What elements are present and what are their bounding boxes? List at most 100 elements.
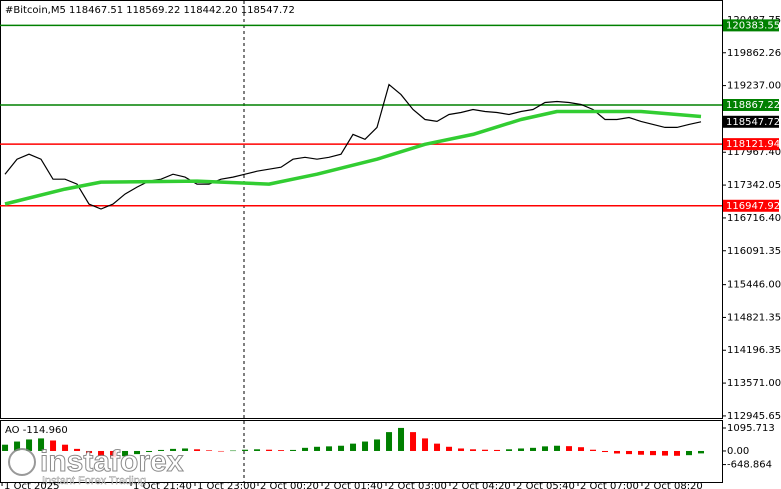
y-tick-label: 115446.00 [727, 280, 781, 291]
y-tick-label: 117967.40 [727, 147, 781, 158]
ao-bar [134, 450, 141, 455]
ao-bar [626, 450, 633, 455]
ao-bar [422, 438, 429, 451]
y-tick-label: 112945.65 [727, 411, 781, 422]
ao-bar [122, 450, 129, 457]
ao-bar [374, 439, 381, 451]
ao-bar [530, 447, 537, 451]
x-tick-label: 2 Oct 00:20 [260, 481, 319, 489]
ao-bar [398, 427, 405, 451]
ao-bar [578, 447, 585, 451]
ao-frame [0, 420, 723, 483]
ao-bar [542, 446, 549, 451]
ao-bar [602, 450, 609, 453]
ao-bar [146, 450, 153, 453]
ao-bar [506, 449, 513, 451]
ao-bar [278, 450, 285, 451]
ao-bar [446, 446, 453, 451]
ao-bar [410, 432, 417, 451]
ao-bar [650, 450, 657, 456]
ao-bar [182, 448, 189, 451]
ao-tick-label: -648.864 [727, 460, 772, 471]
ao-bar [266, 449, 273, 451]
x-tick-label: 1 Oct 21:40 [133, 481, 192, 489]
ao-bar [338, 445, 345, 451]
main-frame [0, 0, 723, 419]
y-tick-label: 116716.40 [727, 213, 781, 224]
ao-bar [326, 446, 333, 451]
ao-bar [386, 432, 393, 451]
ao-bar [218, 450, 225, 452]
ao-bar [2, 444, 9, 451]
y-tick-label: 114821.35 [727, 312, 781, 323]
ao-tick-label: 1095.713 [727, 423, 775, 434]
ao-bar [614, 450, 621, 454]
x-tick-label: 2 Oct 08:20 [644, 481, 703, 489]
current-price-box [723, 115, 779, 128]
y-tick-label: 119862.26 [727, 48, 781, 59]
ao-bar [458, 448, 465, 451]
ao-bar [170, 448, 177, 451]
moving-average [4, 109, 702, 206]
ao-bar [554, 445, 561, 451]
x-tick-label: 2 Oct 04:20 [452, 481, 511, 489]
ao-bar [434, 443, 441, 451]
x-tick-label: 2 Oct 07:00 [580, 481, 639, 489]
ao-bar [26, 439, 33, 451]
ao-bar [62, 444, 69, 451]
ao-bar [302, 447, 309, 451]
ao-bar [566, 446, 573, 451]
ao-bar [14, 441, 21, 451]
level-label-box [723, 99, 779, 112]
ao-bar [50, 440, 57, 451]
ao-bar [206, 450, 213, 451]
chart-header: #Bitcoin,M5 118467.51 118569.22 118442.2… [5, 5, 295, 16]
current-price-label: 118547.72 [726, 117, 780, 128]
ao-bar [470, 449, 477, 451]
ao-bar [662, 450, 669, 456]
ao-bar [686, 450, 693, 456]
ao-bar [482, 449, 489, 451]
ao-bar [74, 448, 81, 451]
ao-tick-label: 0.00 [727, 446, 749, 457]
y-tick-label: 117342.05 [727, 180, 781, 191]
price-line [4, 83, 702, 210]
level-label: 116947.92 [726, 201, 780, 212]
plot-layer [0, 19, 726, 486]
level-label: 118121.94 [726, 139, 780, 150]
y-tick-label: 119237.00 [727, 81, 781, 92]
y-tick-label: 114196.35 [727, 345, 781, 356]
ao-bar [494, 449, 501, 451]
watermark: instaforex Instant Forex Trading [8, 444, 184, 487]
ao-bar [590, 449, 597, 451]
ao-bar [518, 448, 525, 451]
ao-bar [350, 443, 357, 451]
x-tick-label: 1 Oct 23:00 [197, 481, 256, 489]
x-tick-label: 2 Oct 05:40 [516, 481, 575, 489]
x-tick-label: 2 Oct 01:40 [324, 481, 383, 489]
watermark-logo [8, 448, 36, 476]
level-label-box [723, 19, 779, 32]
ao-bar [242, 449, 249, 451]
ao-bar [98, 450, 105, 457]
ao-bar [698, 450, 705, 454]
level-label-box [723, 199, 779, 212]
ao-bar [638, 450, 645, 455]
ao-bar [194, 449, 201, 451]
level-label: 120383.55 [726, 20, 780, 31]
ao-bar [38, 438, 45, 451]
x-tick-label: 1 Oct 2025 [4, 481, 59, 489]
ao-bar [290, 449, 297, 451]
ao-header: AO -114.960 [5, 425, 68, 436]
ao-bar [674, 450, 681, 456]
watermark-slogan: Instant Forex Trading [42, 475, 146, 487]
ao-bar [230, 450, 237, 452]
ao-bar [314, 446, 321, 451]
ao-bar [86, 450, 93, 454]
level-label-box [723, 138, 779, 151]
ao-bar [254, 449, 261, 451]
ao-bar [362, 441, 369, 451]
ao-bar [110, 450, 117, 458]
